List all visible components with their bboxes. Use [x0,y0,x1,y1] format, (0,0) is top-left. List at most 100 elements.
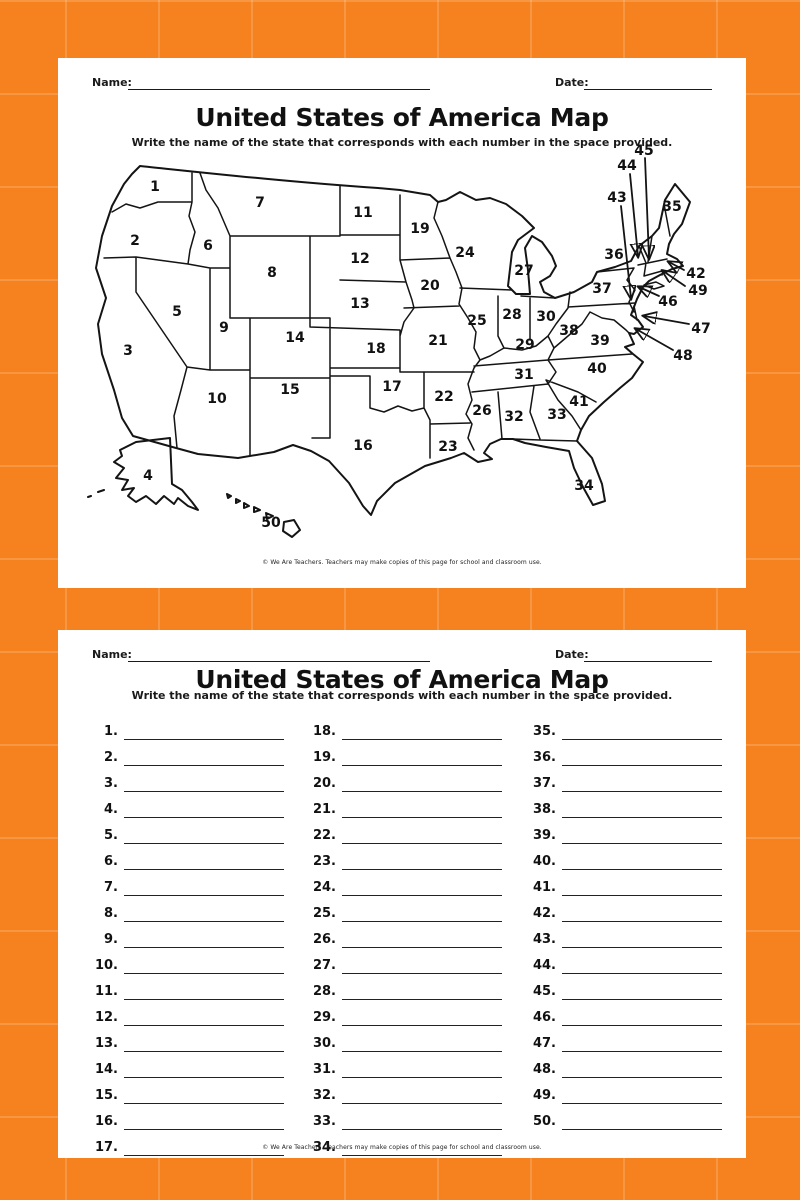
answer-row: 22. [308,818,518,844]
answer-row: 47. [528,1026,738,1052]
answer-row: 43. [528,922,738,948]
answer-row: 42. [528,896,738,922]
answer-blank-line [342,1062,502,1078]
answer-blank-line [342,984,502,1000]
map-number-label: 35 [662,199,681,215]
map-number-label: 33 [547,407,566,423]
answer-row: 49. [528,1078,738,1104]
answer-number: 47. [532,1036,556,1051]
answer-row: 8. [90,896,300,922]
map-number-label: 30 [536,309,556,325]
answer-row: 7. [90,870,300,896]
answer-number: 39. [532,828,556,843]
answer-blank-line [562,802,722,818]
answer-blank-line [562,1036,722,1052]
answer-row: 18. [308,714,518,740]
name-date-row: Name: Date: [92,646,712,662]
answer-number: 10. [94,958,118,973]
map-pointer-arrow-45 [645,157,649,258]
answer-row: 4. [90,792,300,818]
map-number-label: 1 [150,179,160,195]
answer-row: 31. [308,1052,518,1078]
answer-number: 14. [94,1062,118,1077]
answer-number: 32. [312,1088,336,1103]
answer-number: 41. [532,880,556,895]
answer-number: 3. [104,776,118,791]
page-title: United States of America Map [195,103,609,132]
instructions-text: Write the name of the state that corresp… [131,136,673,149]
answer-number: 2. [104,750,118,765]
answer-number: 36. [532,750,556,765]
answer-blank-line [124,1010,284,1026]
answer-blank-line [124,906,284,922]
map-number-label: 44 [617,158,637,174]
map-number-label: 31 [514,367,533,383]
map-number-label: 21 [428,333,447,349]
answer-number: 6. [104,854,118,869]
answer-blank-line [124,724,284,740]
answer-row: 28. [308,974,518,1000]
answer-row: 36. [528,740,738,766]
answer-blank-line [124,1062,284,1078]
answer-blank-line [562,906,722,922]
map-number-label: 26 [472,403,491,419]
answer-row: 10. [90,948,300,974]
name-blank-line [128,661,430,662]
answer-row: 6. [90,844,300,870]
answer-row: 11. [90,974,300,1000]
map-number-label: 24 [455,245,475,261]
map-number-label: 3 [123,343,133,359]
answer-number: 45. [532,984,556,999]
answer-row: 23. [308,844,518,870]
map-pointer-arrow-49 [663,271,686,287]
answer-number: 44. [532,958,556,973]
answer-row: 38. [528,792,738,818]
answer-number: 43. [532,932,556,947]
answer-number: 12. [94,1010,118,1025]
answer-number: 11. [94,984,118,999]
answer-column-2: 18. 19. 20. 21. 22. 23. 24. 25. 26. 27. 28. 29. 30. 3… [308,714,518,1156]
answer-blank-line [342,1114,502,1130]
answer-number: 23. [312,854,336,869]
answer-blank-line [124,828,284,844]
map-number-label: 28 [502,307,521,323]
answer-row: 19. [308,740,518,766]
answer-blank-line [562,984,722,1000]
answer-blank-line [124,1140,284,1156]
answer-blank-line [562,958,722,974]
answer-blank-line [342,1140,502,1156]
answer-column-3: 35. 36. 37. 38. 39. 40. 41. 42. 43. 44. 45. 46. 47. 4… [528,714,738,1130]
map-number-label: 39 [590,333,609,349]
map-number-label: 38 [559,323,578,339]
answer-number: 42. [532,906,556,921]
answer-number: 26. [312,932,336,947]
answer-blank-line [342,1088,502,1104]
answer-number: 8. [104,906,118,921]
answer-row: 30. [308,1026,518,1052]
answer-blank-line [342,828,502,844]
answer-blank-line [124,880,284,896]
answer-blank-line [124,1088,284,1104]
map-number-label: 37 [592,281,611,297]
answer-number: 4. [104,802,118,817]
map-number-label: 19 [410,221,429,237]
copyright-note: © We Are Teachers. Teachers may make cop… [262,559,542,566]
map-number-label: 14 [285,330,305,346]
map-number-label: 16 [353,438,372,454]
map-number-label: 8 [267,265,277,281]
answer-blank-line [342,932,502,948]
answer-row: 1. [90,714,300,740]
answer-number: 21. [312,802,336,817]
answer-blank-line [342,1036,502,1052]
answer-blank-line [342,854,502,870]
answer-row: 21. [308,792,518,818]
answer-number: 15. [94,1088,118,1103]
answer-number: 20. [312,776,336,791]
answer-blank-line [124,1114,284,1130]
answer-row: 45. [528,974,738,1000]
answer-blank-line [342,880,502,896]
map-number-label: 7 [255,195,265,211]
map-number-label: 11 [353,205,372,221]
answer-blank-line [342,1010,502,1026]
